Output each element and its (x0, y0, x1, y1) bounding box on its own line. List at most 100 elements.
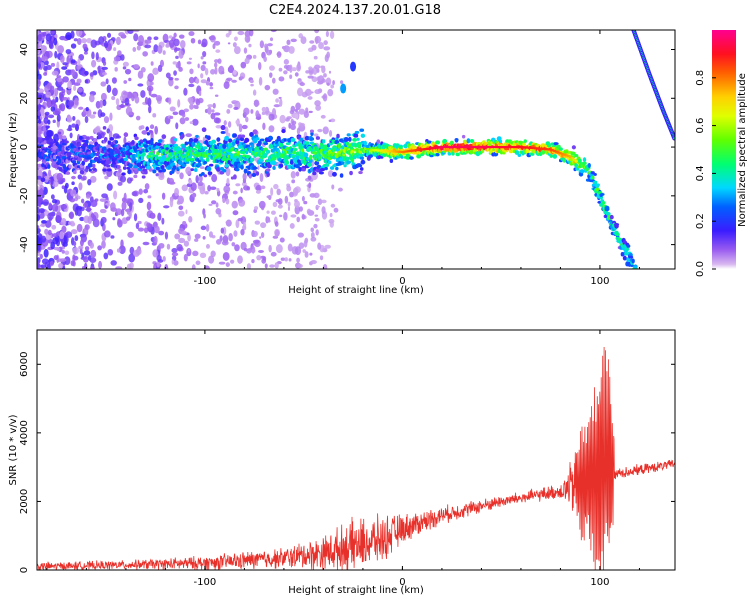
noise-speckle (190, 37, 196, 44)
ridge-mark (530, 152, 535, 156)
ridge-mark (109, 151, 114, 157)
noise-speckle (154, 125, 158, 135)
ridge-mark (123, 157, 129, 162)
noise-speckle (179, 172, 184, 180)
noise-speckle (52, 119, 56, 124)
noise-speckle (261, 106, 267, 112)
noise-speckle (192, 192, 197, 198)
ridge-mark (222, 143, 227, 150)
noise-speckle (118, 245, 126, 255)
noise-speckle (284, 257, 288, 262)
noise-speckle (39, 223, 46, 227)
noise-speckle (37, 73, 42, 81)
ridge-mark (257, 140, 262, 146)
noise-speckle (332, 80, 335, 86)
ridge-mark (556, 144, 561, 149)
noise-speckle (71, 123, 77, 128)
ridge-mark (336, 133, 340, 139)
noise-speckle (150, 213, 156, 219)
ridge-mark (133, 165, 138, 169)
ridge-mark (264, 153, 268, 157)
noise-speckle (192, 118, 199, 126)
noise-speckle (233, 36, 238, 42)
noise-speckle (240, 228, 245, 236)
noise-speckle (62, 241, 68, 247)
ridge-mark (43, 140, 48, 145)
noise-speckle (62, 62, 68, 66)
noise-speckle (124, 97, 130, 106)
ridge-mark (114, 140, 119, 144)
noise-speckle (323, 46, 331, 51)
noise-speckle (289, 191, 294, 198)
noise-speckle (175, 122, 179, 130)
noise-speckle (89, 175, 97, 183)
ridge-mark (239, 137, 245, 142)
noise-speckle (128, 111, 135, 116)
ridge-mark (201, 127, 207, 133)
noise-speckle (275, 98, 280, 103)
signal-blob (340, 83, 347, 94)
noise-speckle (284, 195, 289, 204)
noise-speckle (149, 124, 155, 130)
noise-speckle (37, 186, 41, 191)
ridge-mark (238, 156, 244, 162)
noise-speckle (37, 137, 42, 143)
noise-speckle (258, 76, 263, 86)
ridge-mark (346, 133, 351, 137)
noise-speckle (89, 72, 94, 77)
noise-speckle (291, 120, 297, 126)
noise-speckle (232, 190, 238, 195)
noise-speckle (259, 40, 265, 49)
ridge-mark (591, 175, 595, 180)
noise-speckle (202, 50, 207, 58)
ridge-mark (189, 157, 195, 162)
ridge-mark (633, 265, 638, 269)
noise-speckle (61, 97, 69, 101)
noise-speckle (198, 90, 202, 96)
noise-speckle (100, 208, 105, 213)
noise-speckle (175, 61, 181, 69)
noise-speckle (87, 216, 93, 225)
bottom-x-ticks: -100 0 100 (46, 330, 640, 588)
ridge-mark (517, 153, 522, 158)
colorbar-tick-label: 0.2 (695, 213, 706, 229)
noise-speckle (99, 198, 106, 202)
noise-speckle (292, 187, 299, 196)
colorbar-gradient (712, 30, 736, 269)
ridge-mark (409, 156, 414, 160)
noise-speckle (227, 42, 231, 45)
noise-speckle (81, 175, 87, 181)
noise-speckle (168, 35, 173, 39)
ridge-mark (206, 135, 211, 141)
noise-speckle (89, 257, 97, 263)
noise-speckle (339, 80, 344, 84)
noise-speckle (119, 175, 127, 183)
ridge-mark (358, 164, 363, 168)
noise-speckle (37, 230, 40, 235)
noise-speckle (231, 79, 237, 83)
noise-speckle (255, 190, 261, 194)
noise-speckle (250, 109, 254, 114)
ridge-mark (284, 160, 290, 165)
ridge-mark (97, 134, 102, 140)
ridge-mark (416, 154, 422, 159)
ridge-mark (146, 165, 151, 170)
noise-speckle (90, 249, 97, 258)
noise-speckle (173, 32, 177, 38)
ridge-mark (203, 160, 208, 165)
noise-speckle (261, 111, 266, 116)
ridge-mark (45, 158, 50, 162)
ridge-mark (426, 140, 432, 144)
noise-speckle (188, 31, 195, 37)
ridge-mark (600, 192, 605, 196)
noise-speckle (316, 76, 321, 82)
ridge-mark (614, 223, 619, 229)
noise-speckle (74, 197, 78, 202)
noise-speckle (171, 259, 174, 265)
noise-speckle (65, 32, 72, 41)
ridge-mark (259, 138, 265, 142)
ridge-mark (251, 144, 255, 149)
ridge-mark (319, 142, 324, 148)
noise-speckle (37, 122, 43, 127)
noise-speckle (171, 248, 178, 253)
